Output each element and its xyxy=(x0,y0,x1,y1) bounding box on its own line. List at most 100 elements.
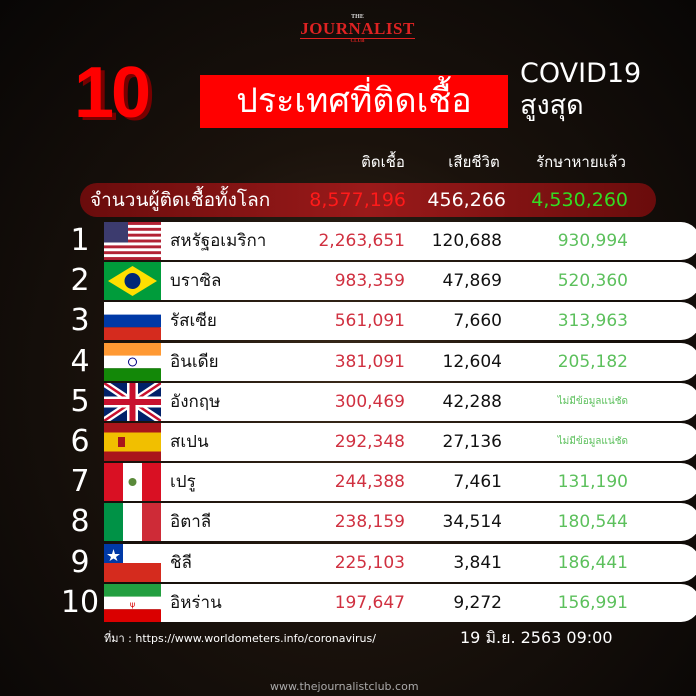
brazil-flag-icon xyxy=(104,262,161,301)
uk-flag-icon xyxy=(104,382,161,421)
rank-number: 1 xyxy=(70,223,90,258)
rank-number: 4 xyxy=(70,343,90,379)
death-count: 3,841 xyxy=(453,552,502,573)
world-infected: 8,577,196 xyxy=(309,189,406,211)
recovered-count: 520,360 xyxy=(557,271,628,292)
table-row: 8 อิตาลี 238,159 34,514 180,544 xyxy=(60,503,696,542)
infected-count: 300,469 xyxy=(334,391,405,412)
rank-number: 2 xyxy=(70,263,90,299)
death-count: 47,869 xyxy=(442,271,502,292)
rank-number: 7 xyxy=(70,464,90,500)
recovered-count: ไม่มีข้อมูลแน่ชัด xyxy=(557,395,628,407)
death-count: 34,514 xyxy=(442,512,502,533)
death-count: 42,288 xyxy=(442,391,502,412)
page-title: ประเทศที่ติดเชื้อ xyxy=(200,75,508,128)
world-deaths: 456,266 xyxy=(427,189,506,211)
date-text: 19 มิ.ย. 2563 09:00 xyxy=(460,628,613,647)
infected-count: 244,388 xyxy=(334,472,405,493)
table-row: 7 เปรู 244,388 7,461 131,190 xyxy=(60,463,696,502)
covid-label: COVID19 xyxy=(520,58,642,89)
world-label: จำนวนผู้ติดเชื้อทั้งโลก xyxy=(90,189,271,211)
country-name: สเปน xyxy=(170,432,209,452)
chile-flag-icon xyxy=(104,543,161,582)
row-pill xyxy=(160,543,696,582)
header-deaths: เสียชีวิต xyxy=(448,153,500,171)
recovered-count: 930,994 xyxy=(557,231,628,251)
peru-flag-icon xyxy=(104,463,161,502)
table-row: 3 รัสเซีย 561,091 7,660 313,963 xyxy=(60,302,696,341)
recovered-count: ไม่มีข้อมูลแน่ชัด xyxy=(557,436,628,447)
row-pill xyxy=(160,342,696,381)
infected-count: 2,263,651 xyxy=(318,231,405,251)
table-row: 10 ψ อิหร่าน 197,647 9,272 156,991 xyxy=(60,583,696,622)
infected-count: 225,103 xyxy=(334,552,405,573)
russia-flag-icon xyxy=(104,302,161,341)
recovered-count: 156,991 xyxy=(557,592,628,613)
row-pill xyxy=(160,463,696,502)
table-row: 1 สหรัฐอเมริกา 2,263,651 120,688 930,994 xyxy=(60,222,696,260)
row-pill xyxy=(160,222,696,260)
death-count: 120,688 xyxy=(431,231,502,251)
country-name: อินเดีย xyxy=(170,351,219,372)
recovered-count: 186,441 xyxy=(557,552,628,573)
rank-number: 8 xyxy=(70,504,90,540)
infected-count: 561,091 xyxy=(334,311,405,332)
table-row: 9 ชิลี 225,103 3,841 186,441 xyxy=(60,543,696,582)
table-row: 5 อังกฤษ 300,469 42,288 ไม่มีข้อมูลแน่ชั… xyxy=(60,382,696,421)
table-row: 4 อินเดีย 381,091 12,604 205,182 xyxy=(60,342,696,381)
death-count: 7,660 xyxy=(453,311,502,332)
recovered-count: 180,544 xyxy=(557,512,628,533)
usa-flag-icon xyxy=(104,222,161,260)
row-pill xyxy=(160,302,696,341)
world-recovered: 4,530,260 xyxy=(531,189,628,211)
logo-main: JOURNALIST xyxy=(300,19,415,38)
country-name: บราซิล xyxy=(170,271,222,292)
row-pill xyxy=(160,503,696,542)
infected-count: 381,091 xyxy=(334,351,405,372)
country-name: อิตาลี xyxy=(170,512,212,533)
country-name: ชิลี xyxy=(170,552,192,573)
world-total-row: จำนวนผู้ติดเชื้อทั้งโลก 8,577,196 456,26… xyxy=(80,183,656,217)
journalist-club-logo: THE JOURNALIST CLUB xyxy=(300,14,415,44)
infected-count: 292,348 xyxy=(334,432,405,452)
recovered-count: 131,190 xyxy=(557,472,628,493)
country-name: อังกฤษ xyxy=(170,391,221,412)
highest-label: สูงสุด xyxy=(520,90,584,121)
title-covid: COVID19 สูงสุด xyxy=(520,58,641,122)
rank-number: 6 xyxy=(70,424,90,459)
recovered-count: 313,963 xyxy=(557,311,628,332)
spain-flag-icon xyxy=(104,423,161,461)
row-pill xyxy=(160,583,696,622)
rank-number: 3 xyxy=(70,303,90,339)
row-pill xyxy=(160,423,696,461)
italy-flag-icon xyxy=(104,503,161,542)
rank-number: 10 xyxy=(60,584,100,620)
infected-count: 197,647 xyxy=(334,592,405,613)
svg-text:ψ: ψ xyxy=(130,600,135,609)
death-count: 12,604 xyxy=(442,351,502,372)
country-name: สหรัฐอเมริกา xyxy=(170,231,267,251)
death-count: 27,136 xyxy=(442,432,502,452)
header-infected: ติดเชื้อ xyxy=(361,153,405,171)
title-number: 10 xyxy=(74,53,151,133)
death-count: 9,272 xyxy=(453,592,502,613)
country-name: อิหร่าน xyxy=(170,592,222,613)
table-row: 6 สเปน 292,348 27,136 ไม่มีข้อมูลแน่ชัด xyxy=(60,423,696,461)
row-pill xyxy=(160,382,696,421)
header-recovered: รักษาหายแล้ว xyxy=(536,153,626,171)
infected-count: 983,359 xyxy=(334,271,405,292)
table-row: 2 บราซิล 983,359 47,869 520,360 xyxy=(60,262,696,301)
country-name: รัสเซีย xyxy=(170,311,217,332)
infected-count: 238,159 xyxy=(334,512,405,533)
india-flag-icon xyxy=(104,342,161,381)
rank-number: 5 xyxy=(70,383,90,419)
logo-the: THE xyxy=(351,14,364,20)
source-text: ที่มา : https://www.worldometers.info/co… xyxy=(104,632,376,645)
iran-flag-icon: ψ xyxy=(104,583,161,622)
death-count: 7,461 xyxy=(453,472,502,493)
country-name: เปรู xyxy=(170,472,196,493)
website-text: www.thejournalistclub.com xyxy=(270,680,419,693)
rank-number: 9 xyxy=(70,544,90,580)
recovered-count: 205,182 xyxy=(557,351,628,372)
